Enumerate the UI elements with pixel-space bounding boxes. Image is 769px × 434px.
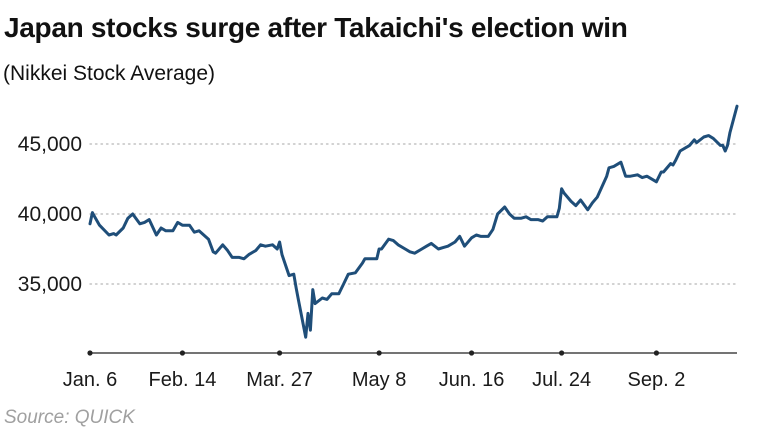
x-tick-label: Sep. 2 xyxy=(628,369,686,391)
x-tick-label: Jul. 24 xyxy=(532,369,591,391)
source-note: Source: QUICK xyxy=(4,407,135,428)
x-tick-mark xyxy=(653,350,660,356)
x-tick-mark xyxy=(87,350,93,356)
chart-subtitle: (Nikkei Stock Average) xyxy=(3,62,216,85)
y-tick-label: 35,000 xyxy=(18,273,82,296)
gridlines xyxy=(89,143,738,285)
x-tick-label: May 8 xyxy=(352,369,406,391)
x-tick-mark xyxy=(376,350,382,356)
x-tick-label: Jun. 16 xyxy=(439,369,505,391)
y-axis-ticks: 35,000 40,000 45,000 xyxy=(18,133,82,296)
series-layer xyxy=(88,104,739,339)
x-tick-mark xyxy=(559,350,565,356)
x-tick-label: Mar. 27 xyxy=(246,369,313,391)
x-tick-mark xyxy=(179,350,186,356)
x-tick-mark xyxy=(468,350,475,356)
chart-title: Japan stocks surge after Takaichi's elec… xyxy=(4,12,628,43)
x-axis-ticks: Jan. 6 Feb. 14 Mar. 27 May 8 Jun. 16 Jul. 24 S… xyxy=(63,350,686,391)
y-tick-label: 45,000 xyxy=(18,133,82,156)
x-tick-label: Jan. 6 xyxy=(63,369,117,391)
x-tick-mark xyxy=(276,350,283,356)
x-tick-label: Feb. 14 xyxy=(149,369,217,391)
y-tick-label: 40,000 xyxy=(18,203,82,226)
series-line-0 xyxy=(88,104,739,339)
